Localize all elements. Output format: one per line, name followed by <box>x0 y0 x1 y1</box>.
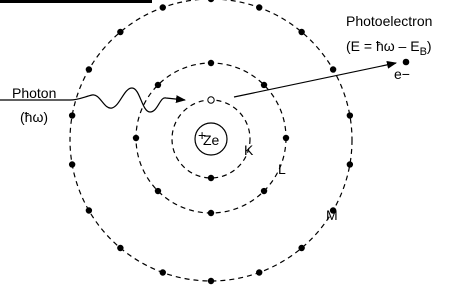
electron <box>155 188 161 194</box>
electron <box>208 60 214 66</box>
electron <box>347 161 353 167</box>
electron <box>298 29 304 35</box>
photon-energy: (ħω) <box>20 109 48 125</box>
electron <box>330 66 336 72</box>
electron <box>298 245 304 251</box>
photoelectron-path <box>234 63 396 97</box>
electron <box>117 245 123 251</box>
electron <box>208 0 214 2</box>
electron <box>283 135 289 141</box>
photoelectron-energy: (E = ħω – EB) <box>346 38 432 58</box>
energy-suffix: ) <box>427 38 432 54</box>
atom-diagram: Photoelectron (E = ħω – EB) e− Photon (ħ… <box>0 0 464 291</box>
page: {"photoelectron": {"title": "Photoelectr… <box>0 0 464 291</box>
electron <box>86 207 92 213</box>
k-label: K <box>244 142 254 158</box>
photoelectron <box>403 59 410 66</box>
electron <box>86 66 92 72</box>
electron <box>208 175 214 181</box>
electron <box>155 82 161 88</box>
electron <box>256 4 262 10</box>
vacancy <box>208 97 214 103</box>
energy-subscript: B <box>420 46 427 58</box>
energy-prefix: (E = ħω – E <box>346 38 420 54</box>
electron <box>117 29 123 35</box>
electron <box>160 269 166 275</box>
nucleus-label: Ze <box>203 132 220 148</box>
electron <box>69 112 75 118</box>
electron <box>347 112 353 118</box>
photoelectron-title: Photoelectron <box>346 13 432 29</box>
electron <box>133 135 139 141</box>
electron <box>261 188 267 194</box>
electron <box>208 210 214 216</box>
top-bar <box>0 0 152 3</box>
electron <box>69 161 75 167</box>
electron <box>208 278 214 284</box>
electron-symbol: e− <box>394 66 410 82</box>
l-label: L <box>278 161 286 177</box>
electron <box>160 4 166 10</box>
electron <box>261 82 267 88</box>
photon-title: Photon <box>12 85 56 101</box>
electron <box>256 269 262 275</box>
m-label: M <box>326 207 338 223</box>
